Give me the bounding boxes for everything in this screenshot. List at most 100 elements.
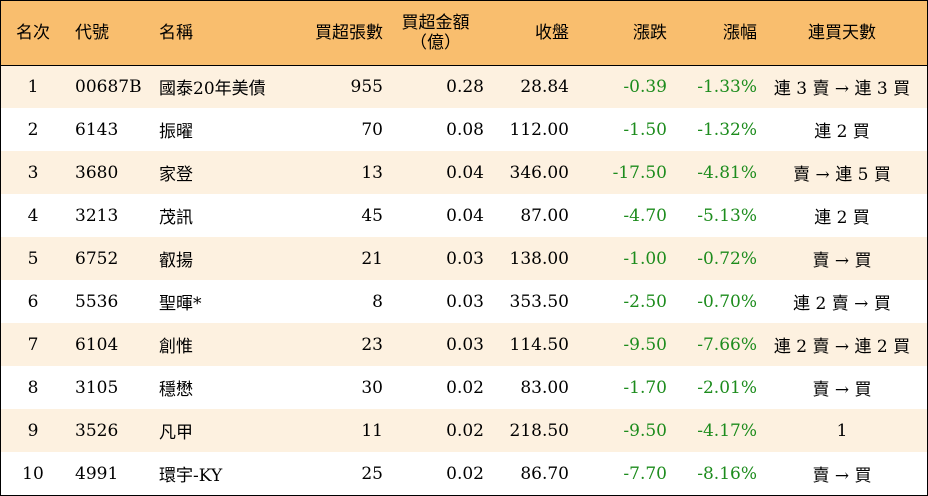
cell-net-buy-lots: 25 <box>361 463 383 484</box>
header-rank: 名次 <box>1 1 65 66</box>
cell-close: 83.00 <box>520 377 569 398</box>
cell-net-buy-lots: 45 <box>361 205 383 226</box>
cell-rank: 4 <box>27 205 39 226</box>
cell-rank: 3 <box>27 162 39 183</box>
cell-rank: 5 <box>27 248 39 269</box>
cell-net-buy-lots: 13 <box>361 162 383 183</box>
header-consecutive-days: 連買天數 <box>757 1 927 66</box>
cell-net-buy-lots: 955 <box>350 76 383 97</box>
cell-name: 家登 <box>159 165 193 185</box>
cell-consecutive-days: 連 2 賣 → 連 2 買 <box>773 337 911 357</box>
cell-net-buy-amount: 0.03 <box>446 248 484 269</box>
cell-name: 國泰20年美債 <box>159 79 266 100</box>
cell-rank: 10 <box>22 463 44 484</box>
cell-code: 5536 <box>75 291 119 312</box>
cell-close: 114.50 <box>509 334 569 355</box>
cell-code: 3680 <box>75 162 119 183</box>
cell-name: 凡甲 <box>159 423 193 443</box>
header-close: 收盤 <box>486 1 577 66</box>
cell-rank: 2 <box>27 119 39 140</box>
cell-change: -4.70 <box>623 205 667 226</box>
cell-consecutive-days: 連 2 賣 → 買 <box>793 294 891 314</box>
cell-change: -17.50 <box>612 162 667 183</box>
cell-rank: 9 <box>27 420 39 441</box>
cell-code: 3526 <box>75 420 119 441</box>
cell-consecutive-days: 連 2 買 <box>814 208 870 228</box>
header-net-buy-amount: 買超金額 （億） <box>385 1 486 66</box>
cell-close: 346.00 <box>509 162 569 183</box>
cell-name: 環宇-KY <box>159 466 223 486</box>
table-row: 1 00687B 國泰20年美債 955 0.28 28.84 -0.39 -1.33% 連 3… <box>1 65 927 108</box>
cell-net-buy-amount: 0.28 <box>446 76 484 97</box>
cell-change: -2.50 <box>623 291 667 312</box>
cell-change-pct: -8.16% <box>697 463 757 484</box>
cell-change-pct: -1.32% <box>697 119 757 140</box>
table-row: 8 3105 穩懋 30 0.02 83.00 -1.70 -2.01% 賣 → 買 <box>1 366 927 409</box>
cell-consecutive-days: 連 3 賣 → 連 3 買 <box>773 79 911 100</box>
cell-change-pct: -0.70% <box>697 291 757 312</box>
table-row: 6 5536 聖暉* 8 0.03 353.50 -2.50 -0.70% 連 2 賣 → 買 <box>1 280 927 323</box>
table-row: 4 3213 茂訊 45 0.04 87.00 -4.70 -5.13% 連 2 買 <box>1 194 927 237</box>
cell-net-buy-lots: 30 <box>361 377 383 398</box>
cell-name: 聖暉* <box>159 294 202 314</box>
cell-net-buy-amount: 0.08 <box>446 119 484 140</box>
cell-rank: 8 <box>27 377 39 398</box>
cell-change-pct: -0.72% <box>697 248 757 269</box>
cell-consecutive-days: 賣 → 連 5 買 <box>793 165 891 185</box>
cell-change: -1.00 <box>623 248 667 269</box>
table-body: 1 00687B 國泰20年美債 955 0.28 28.84 -0.39 -1.33% 連 3… <box>1 65 927 495</box>
cell-change: -9.50 <box>623 334 667 355</box>
cell-close: 218.50 <box>509 420 569 441</box>
cell-consecutive-days: 賣 → 買 <box>812 380 872 400</box>
table-row: 3 3680 家登 13 0.04 346.00 -17.50 -4.81% 賣 → 連 5 買 <box>1 151 927 194</box>
header-change-pct: 漲幅 <box>667 1 757 66</box>
cell-consecutive-days: 連 2 買 <box>814 122 870 142</box>
cell-name: 茂訊 <box>159 208 193 228</box>
cell-close: 112.00 <box>509 119 569 140</box>
cell-code: 4991 <box>75 463 119 484</box>
cell-name: 創惟 <box>159 337 193 357</box>
cell-code: 3213 <box>75 205 119 226</box>
cell-change: -1.70 <box>623 377 667 398</box>
cell-code: 00687B <box>75 76 142 97</box>
cell-change-pct: -7.66% <box>697 334 757 355</box>
cell-rank: 1 <box>27 76 39 97</box>
cell-change-pct: -4.81% <box>697 162 757 183</box>
cell-net-buy-lots: 21 <box>361 248 383 269</box>
cell-change-pct: -2.01% <box>697 377 757 398</box>
table-row: 5 6752 叡揚 21 0.03 138.00 -1.00 -0.72% 賣 → 買 <box>1 237 927 280</box>
cell-code: 3105 <box>75 377 119 398</box>
table-row: 2 6143 振曜 70 0.08 112.00 -1.50 -1.32% 連 2 買 <box>1 108 927 151</box>
cell-change: -1.50 <box>623 119 667 140</box>
cell-net-buy-lots: 23 <box>361 334 383 355</box>
header-net-buy-amount-line2: （億） <box>410 32 461 53</box>
cell-change: -0.39 <box>623 76 667 97</box>
header-name: 名稱 <box>155 1 290 66</box>
cell-rank: 7 <box>27 334 39 355</box>
cell-net-buy-lots: 11 <box>361 420 383 441</box>
cell-net-buy-lots: 8 <box>372 291 383 312</box>
cell-net-buy-amount: 0.02 <box>446 463 484 484</box>
cell-close: 138.00 <box>509 248 569 269</box>
cell-code: 6143 <box>75 119 119 140</box>
cell-net-buy-amount: 0.04 <box>446 205 484 226</box>
cell-change-pct: -4.17% <box>697 420 757 441</box>
cell-net-buy-lots: 70 <box>361 119 383 140</box>
cell-consecutive-days: 賣 → 買 <box>812 466 872 486</box>
table-row: 9 3526 凡甲 11 0.02 218.50 -9.50 -4.17% 1 <box>1 409 927 452</box>
cell-change-pct: -1.33% <box>697 76 757 97</box>
header-code: 代號 <box>65 1 155 66</box>
cell-close: 86.70 <box>520 463 569 484</box>
cell-consecutive-days: 賣 → 買 <box>812 251 872 271</box>
cell-code: 6104 <box>75 334 119 355</box>
header-net-buy-amount-line1: 買超金額 <box>401 12 470 33</box>
cell-net-buy-amount: 0.02 <box>446 377 484 398</box>
cell-net-buy-amount: 0.03 <box>446 334 484 355</box>
cell-close: 87.00 <box>520 205 569 226</box>
table-header-row: 名次 代號 名稱 買超張數 買超金額 （億） 收盤 漲跌 漲幅 連買天數 <box>1 1 927 66</box>
cell-name: 叡揚 <box>159 251 193 271</box>
cell-consecutive-days: 1 <box>836 420 848 441</box>
table-row: 10 4991 環宇-KY 25 0.02 86.70 -7.70 -8.16% 賣 → 買 <box>1 452 927 495</box>
